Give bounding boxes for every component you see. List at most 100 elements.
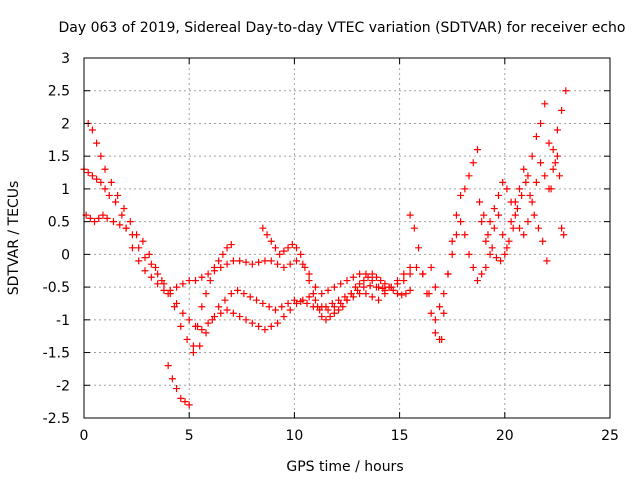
data-point [202, 290, 210, 298]
x-tick-label: 10 [285, 428, 303, 444]
data-point [97, 152, 105, 160]
data-point [560, 231, 568, 239]
data-point [229, 257, 237, 265]
data-point [328, 299, 336, 307]
data-point [490, 224, 498, 232]
data-point [452, 211, 460, 219]
data-point [242, 316, 250, 324]
data-point [274, 319, 282, 327]
data-point [558, 106, 566, 114]
x-tick-label: 0 [80, 428, 89, 444]
data-point [259, 299, 267, 307]
data-point [103, 214, 111, 222]
data-point [406, 270, 414, 278]
data-point [480, 211, 488, 219]
data-point [419, 270, 427, 278]
data-point [101, 185, 109, 193]
data-point [198, 273, 206, 281]
data-point [503, 244, 511, 252]
data-point [484, 231, 492, 239]
data-point [440, 309, 448, 317]
data-point [372, 273, 380, 281]
data-point [311, 283, 319, 291]
data-point [97, 178, 105, 186]
data-point [234, 286, 242, 294]
data-point [556, 172, 564, 180]
data-point [393, 290, 401, 298]
data-point [267, 257, 275, 265]
data-point [524, 172, 532, 180]
data-point [499, 231, 507, 239]
data-point [91, 218, 99, 226]
data-point [261, 257, 269, 265]
data-point [379, 284, 387, 292]
data-point [494, 211, 502, 219]
data-point [267, 237, 275, 245]
data-point [465, 250, 473, 258]
data-point [88, 126, 96, 134]
data-point [221, 296, 229, 304]
data-point [509, 224, 517, 232]
data-point [427, 309, 435, 317]
data-point [360, 277, 368, 285]
data-point [297, 250, 305, 258]
data-point [349, 273, 357, 281]
data-point [223, 260, 231, 268]
x-tick-label: 25 [601, 428, 619, 444]
data-point [513, 205, 521, 213]
data-point [290, 296, 298, 304]
data-point [415, 244, 423, 252]
data-point [368, 293, 376, 301]
data-point [147, 260, 155, 268]
data-point [276, 250, 284, 258]
data-point [271, 244, 279, 252]
data-point [469, 263, 477, 271]
data-point [179, 280, 187, 288]
data-point [217, 263, 225, 271]
data-point [109, 218, 117, 226]
data-point [465, 172, 473, 180]
data-point [511, 211, 519, 219]
data-point [118, 211, 126, 219]
data-point [381, 290, 389, 298]
data-point [431, 329, 439, 337]
data-point [549, 165, 557, 173]
data-point [280, 247, 288, 255]
data-point [547, 185, 555, 193]
data-point [135, 257, 143, 265]
data-point [160, 286, 168, 294]
data-point [318, 290, 326, 298]
data-point [488, 244, 496, 252]
data-point [406, 286, 414, 294]
data-point [107, 178, 115, 186]
chart-title: Day 063 of 2019, Sidereal Day-to-day VTE… [59, 20, 626, 36]
data-point [545, 139, 553, 147]
data-point [478, 218, 486, 226]
data-point [356, 280, 364, 288]
y-axis-label: SDTVAR / TECUs [6, 181, 22, 296]
data-point [217, 309, 225, 317]
data-point [537, 119, 545, 127]
series-arc-4 [164, 241, 235, 409]
data-point [360, 283, 368, 291]
data-point [473, 277, 481, 285]
y-tick-label: 0.5 [48, 215, 70, 231]
data-point [194, 322, 202, 330]
data-point [271, 306, 279, 314]
data-point [99, 211, 107, 219]
data-point [253, 296, 261, 304]
data-point [185, 401, 193, 409]
points-layer [80, 87, 570, 409]
data-point [532, 133, 540, 141]
y-tick-label: -1 [56, 313, 70, 329]
data-point [351, 283, 359, 291]
data-point [368, 270, 376, 278]
data-point [303, 299, 311, 307]
data-point [537, 159, 545, 167]
data-point [499, 178, 507, 186]
data-point [177, 322, 185, 330]
data-point [105, 191, 113, 199]
data-point [322, 303, 330, 311]
data-point [478, 270, 486, 278]
data-point [185, 277, 193, 285]
